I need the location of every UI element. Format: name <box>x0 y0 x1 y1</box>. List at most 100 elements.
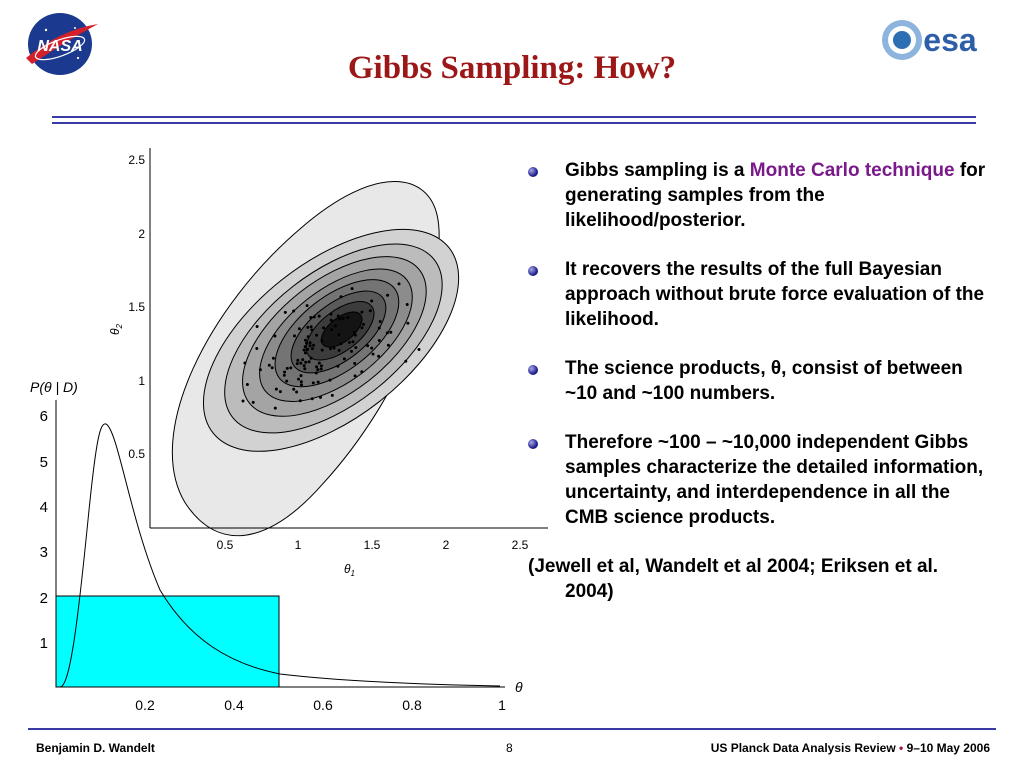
bullet-icon <box>528 365 538 375</box>
sample-point <box>342 357 346 361</box>
sample-point <box>273 334 277 338</box>
sample-point <box>299 374 303 378</box>
sample-point <box>285 379 289 383</box>
sample-point <box>341 316 345 320</box>
title-divider-top <box>52 116 976 118</box>
contour-xtick: 0.5 <box>217 538 234 552</box>
sample-point <box>317 361 321 365</box>
posterior-xtick: 0.6 <box>313 697 333 713</box>
contour-ytick: 1.5 <box>128 300 145 314</box>
sample-point <box>308 341 312 345</box>
sample-point <box>352 330 356 334</box>
sample-point <box>299 380 303 384</box>
footer-divider <box>28 728 996 730</box>
figure-svg: 0.5 1 1.5 2 2.5 0.5 1 1.5 2 2.5 θ1 θ2 <box>30 148 548 713</box>
sample-point <box>306 335 310 339</box>
sample-point <box>243 361 247 365</box>
sample-point <box>251 400 255 404</box>
sample-point <box>302 348 306 352</box>
bullet-icon <box>528 439 538 449</box>
bullet-list: Gibbs sampling is a Monte Carlo techniqu… <box>528 158 988 604</box>
posterior-plot: 1 2 3 4 5 6 0.2 0.4 0.6 0.8 1 P(θ | D) θ <box>30 379 523 713</box>
bullet-item: Gibbs sampling is a Monte Carlo techniqu… <box>528 158 988 233</box>
esa-logo-text: esa <box>923 22 977 58</box>
sample-point <box>377 339 381 342</box>
sample-point <box>305 341 309 345</box>
sample-point <box>319 395 322 399</box>
sample-point <box>371 352 375 356</box>
contour-xtick: 1.5 <box>364 538 381 552</box>
sample-point <box>320 348 324 352</box>
sample-point <box>350 349 353 353</box>
sample-point <box>351 340 355 344</box>
contour-ytick: 1 <box>138 374 145 388</box>
sample-point <box>295 390 299 394</box>
footer-author: Benjamin D. Wandelt <box>36 741 155 755</box>
sample-point <box>397 282 401 286</box>
sample-point <box>389 330 393 334</box>
posterior-xtick: 0.8 <box>402 697 422 713</box>
sample-point <box>289 366 293 370</box>
sample-point <box>347 340 351 344</box>
sample-point <box>330 328 333 332</box>
contour-ylabel: θ2 <box>108 323 124 335</box>
sample-point <box>315 365 319 369</box>
slide-title: Gibbs Sampling: How? <box>347 50 677 86</box>
posterior-xlabel: θ <box>515 679 523 695</box>
sample-point <box>333 324 337 328</box>
bullet-icon <box>528 266 538 276</box>
sample-point <box>255 347 259 350</box>
title-divider-bottom <box>52 122 976 124</box>
sample-point <box>241 399 245 403</box>
contour-xtick: 1 <box>295 538 302 552</box>
sample-point <box>350 287 354 291</box>
sample-point <box>255 325 259 328</box>
sample-point <box>329 318 333 322</box>
sample-point <box>405 303 409 306</box>
contour-ytick: 2 <box>138 227 145 241</box>
contour-xtick: 2 <box>443 538 450 552</box>
sample-point <box>315 333 319 337</box>
posterior-xtick: 0.4 <box>224 697 244 713</box>
sample-point <box>370 346 374 350</box>
sample-point <box>309 316 313 319</box>
sample-point <box>353 333 357 337</box>
bullet-text: Therefore ~100 – ~10,000 independent Gib… <box>565 432 984 528</box>
sample-point <box>270 366 274 370</box>
sample-point <box>308 344 312 348</box>
sample-point <box>283 370 287 374</box>
bullet-item: It recovers the results of the full Baye… <box>528 257 988 332</box>
sample-point <box>292 309 296 313</box>
sample-point <box>285 366 289 370</box>
sample-point <box>330 393 334 397</box>
sample-point <box>274 387 278 391</box>
sample-point <box>319 367 323 371</box>
page-number: 8 <box>506 741 513 755</box>
sample-point <box>316 380 320 384</box>
sample-point <box>304 360 308 364</box>
sample-point <box>339 342 343 346</box>
sample-point <box>316 368 320 372</box>
event-dates: 9–10 May 2006 <box>906 741 990 755</box>
sample-point <box>267 363 271 367</box>
posterior-ytick: 6 <box>40 408 48 425</box>
bullet-item: The science products, θ, consist of betw… <box>528 356 988 406</box>
sample-point <box>303 351 307 355</box>
contour-ytick: 0.5 <box>128 447 145 461</box>
sample-point <box>328 378 332 382</box>
sample-point <box>305 304 309 308</box>
sample-point <box>332 346 336 350</box>
posterior-ytick: 3 <box>40 544 48 561</box>
sample-point <box>339 295 343 299</box>
sample-point <box>337 348 341 352</box>
sample-point <box>406 321 410 325</box>
bullet-item: Therefore ~100 – ~10,000 independent Gib… <box>528 430 988 530</box>
reference-text: (Jewell et al, Wandelt et al 2004; Eriks… <box>528 556 939 602</box>
sample-point <box>307 360 311 364</box>
sample-point <box>295 362 299 366</box>
sample-point <box>306 325 310 329</box>
sample-point <box>366 344 370 348</box>
sample-point <box>278 390 282 394</box>
posterior-xtick: 1 <box>498 697 506 713</box>
sample-point <box>271 356 275 360</box>
